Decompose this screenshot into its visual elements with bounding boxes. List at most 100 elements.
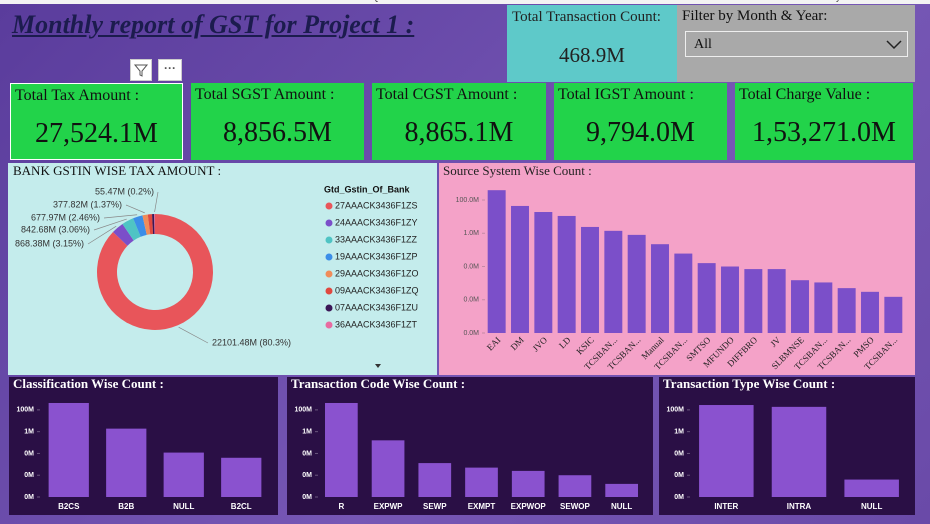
chart-title: Classification Wise Count : — [13, 376, 164, 391]
menu-bar: Data Queries Insert Calculations Sensiti… — [0, 0, 930, 4]
x-tick-label: NULL — [861, 502, 882, 511]
card-label: Total Transaction Count: — [512, 9, 661, 25]
bar — [651, 244, 669, 333]
kpi-value: 8,856.5M — [223, 117, 332, 148]
chart-title: BANK GSTIN WISE TAX AMOUNT : — [13, 163, 221, 178]
y-tick-label: 1.0M — [463, 230, 479, 237]
x-tick-label: JVO — [530, 334, 549, 353]
x-tick-label: SEWP — [423, 502, 447, 511]
y-tick-label: 0M — [674, 472, 684, 479]
legend-title: Gtd_Gstin_Of_Bank — [324, 184, 411, 194]
bar — [511, 470, 545, 497]
bar — [325, 402, 358, 497]
bar — [837, 288, 856, 333]
legend-swatch — [325, 321, 333, 329]
legend-swatch — [325, 219, 333, 227]
leader-line — [93, 218, 127, 231]
bar — [48, 402, 89, 497]
bar — [721, 266, 739, 333]
filter-card: Filter by Month & Year: All — [677, 5, 915, 82]
kpi-label: Total Tax Amount : — [15, 87, 140, 104]
bar — [106, 428, 147, 497]
bar — [418, 463, 452, 497]
bar — [465, 467, 498, 497]
leader-line — [87, 225, 117, 245]
donut-slice — [112, 223, 134, 246]
x-tick-label: DM — [509, 335, 526, 352]
donut-slice — [142, 214, 151, 235]
legend-swatch — [325, 270, 333, 278]
y-tick-label: 100M — [666, 407, 684, 414]
y-tick-label: 1M — [302, 429, 312, 436]
card-value: 468.9M — [559, 43, 625, 67]
x-tick-label: INTER — [714, 502, 738, 511]
bar — [163, 452, 204, 497]
x-tick-label: B2CL — [231, 502, 252, 511]
leader-line — [178, 326, 209, 344]
more-options[interactable]: ··· — [158, 59, 182, 81]
y-tick-label: 1M — [674, 429, 684, 436]
bar — [511, 205, 529, 333]
data-label: 377.82M (1.37%) — [53, 199, 122, 209]
legend-swatch — [325, 253, 333, 261]
legend-swatch — [325, 236, 333, 244]
dropdown[interactable]: All — [685, 31, 908, 57]
y-tick-label: 0.0M — [463, 297, 479, 304]
x-tick-label: EXMPT — [468, 502, 496, 511]
kpi-value: 1,53,271.0M — [752, 117, 896, 148]
y-tick-label: 100M — [294, 407, 312, 414]
donut-slice — [152, 214, 155, 235]
menu-item[interactable]: Queries — [372, 0, 404, 2]
y-tick-label: 1M — [24, 429, 34, 436]
bar — [884, 296, 903, 333]
donut-slice — [97, 214, 214, 330]
menu-item[interactable]: Calculations — [664, 0, 713, 2]
bar — [699, 405, 754, 497]
bar — [861, 291, 879, 333]
legend-label: 27AAACK3436F1ZS — [335, 200, 418, 210]
y-tick-label: 100M — [16, 407, 34, 414]
bar — [605, 483, 638, 497]
report-title: Monthly report of GST for Project 1 : — [12, 10, 415, 39]
menu-item[interactable]: Share — [876, 0, 900, 2]
y-tick-label: 0M — [674, 450, 684, 457]
legend-label: 19AAACK3436F1ZP — [335, 251, 418, 261]
scroll-arrow — [375, 364, 381, 368]
data-label: 842.68M (3.06%) — [21, 224, 90, 234]
kpi-card: Total SGST Amount : 8,856.5M — [191, 83, 364, 160]
bar — [744, 269, 763, 333]
y-tick-label: 0.0M — [463, 263, 479, 270]
dropdown-value: All — [694, 37, 712, 52]
chart-title: Source System Wise Count : — [443, 163, 592, 178]
x-tick-label: EXPWP — [374, 502, 404, 511]
y-tick-label: 0.0M — [463, 330, 479, 337]
filter-icon[interactable] — [130, 59, 152, 81]
kpi-value: 8,865.1M — [404, 117, 514, 148]
kpi-value: 9,794.0M — [586, 117, 695, 148]
menu-item[interactable]: Data — [142, 0, 161, 2]
x-tick-label: INTRA — [787, 502, 812, 511]
y-tick-label: 0M — [24, 450, 34, 457]
y-tick-label: 0M — [302, 450, 312, 457]
bar — [844, 479, 899, 497]
x-tick-label: SEWOP — [560, 502, 590, 511]
chart-title: Transaction Code Wise Count : — [291, 376, 465, 391]
kpi-label: Total IGST Amount : — [558, 86, 694, 103]
bar — [487, 190, 506, 333]
filter-label: Filter by Month & Year: — [682, 8, 828, 24]
kpi-card: Total IGST Amount : 9,794.0M — [554, 83, 727, 160]
x-tick-label: NULL — [173, 502, 194, 511]
x-tick-label: NULL — [611, 502, 632, 511]
bar — [604, 230, 623, 333]
menu-item[interactable]: Insert — [510, 0, 533, 2]
legend-swatch — [325, 287, 333, 295]
legend-label: 33AAACK3436F1ZZ — [335, 234, 418, 244]
bar — [767, 269, 786, 333]
menu-item[interactable]: Sensitivity — [800, 0, 841, 2]
x-tick-label: LD — [557, 334, 573, 350]
x-tick-label: EXPWOP — [511, 502, 547, 511]
donut-slice — [154, 214, 155, 235]
x-tick-label: B2CS — [58, 502, 80, 511]
data-label: 55.47M (0.2%) — [95, 186, 154, 196]
